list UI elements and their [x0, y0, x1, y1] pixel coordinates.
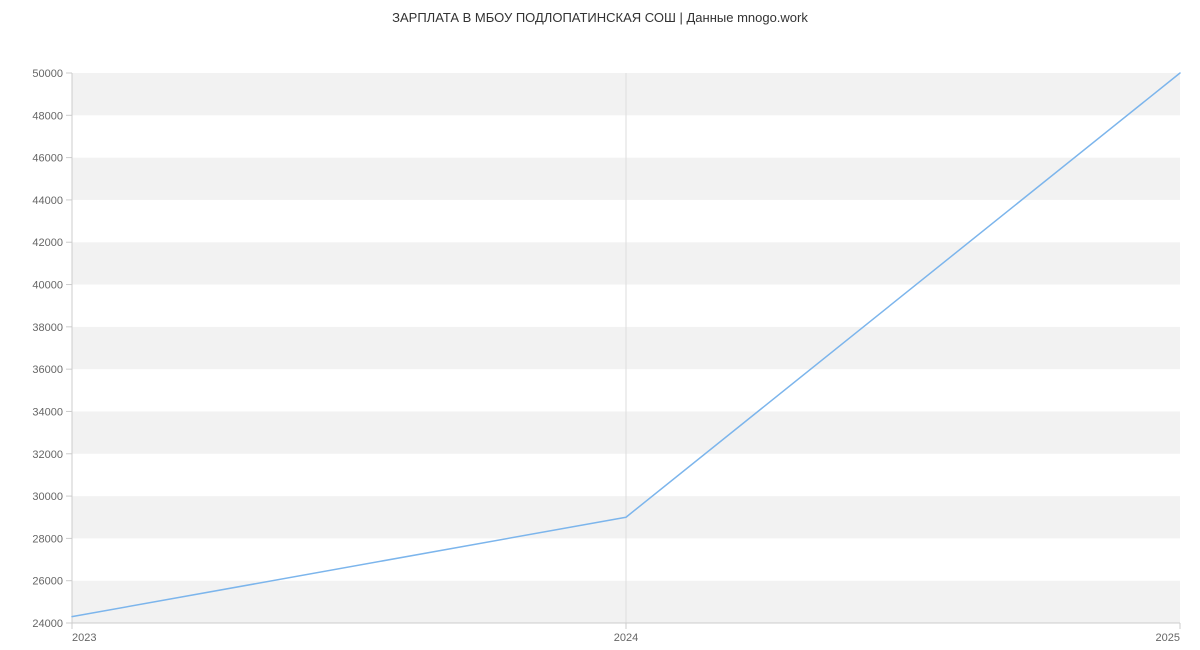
y-tick-label: 48000 [32, 110, 63, 122]
y-tick-label: 36000 [32, 364, 63, 376]
y-tick-label: 24000 [32, 618, 63, 630]
chart-container: ЗАРПЛАТА В МБОУ ПОДЛОПАТИНСКАЯ СОШ | Дан… [0, 0, 1200, 650]
y-tick-label: 50000 [32, 68, 63, 80]
y-tick-label: 32000 [32, 449, 63, 461]
y-tick-label: 40000 [32, 280, 63, 292]
y-tick-label: 46000 [32, 153, 63, 165]
y-tick-label: 38000 [32, 322, 63, 334]
y-tick-label: 30000 [32, 491, 63, 503]
y-tick-label: 34000 [32, 406, 63, 418]
y-tick-label: 28000 [32, 533, 63, 545]
chart-title: ЗАРПЛАТА В МБОУ ПОДЛОПАТИНСКАЯ СОШ | Дан… [0, 0, 1200, 25]
y-tick-label: 42000 [32, 237, 63, 249]
x-tick-label: 2023 [72, 632, 96, 644]
x-tick-label: 2024 [614, 632, 638, 644]
x-tick-label: 2025 [1156, 632, 1180, 644]
y-tick-label: 44000 [32, 195, 63, 207]
y-tick-label: 26000 [32, 576, 63, 588]
chart-svg: 24000 26000 28000 30000 32000 34000 36000 38000… [0, 25, 1200, 645]
